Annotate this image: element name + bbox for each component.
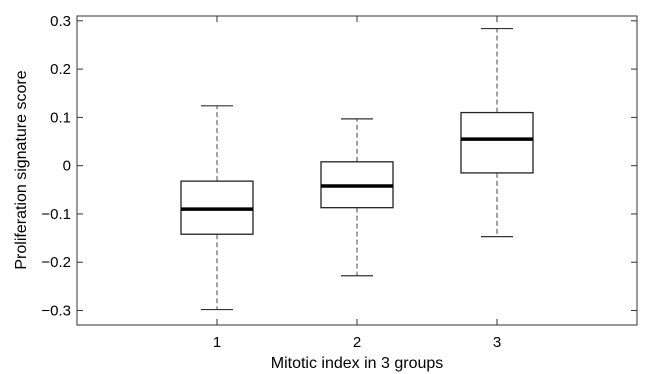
y-tick-label: −0.3: [41, 303, 71, 320]
x-tick-label: 2: [353, 334, 361, 351]
x-tick-label: 3: [493, 334, 501, 351]
y-axis: −0.3 −0.2 −0.1 0 0.1 0.2 0.3: [41, 13, 637, 320]
y-tick-label: 0.1: [50, 109, 71, 126]
boxes-layer: [180, 27, 534, 311]
box-group-1: [180, 105, 254, 311]
y-tick-label: 0.3: [50, 13, 71, 30]
box-group-3: [460, 27, 534, 238]
box-group-2: [320, 118, 394, 277]
box-iqr: [460, 111, 534, 174]
y-axis-title: Proliferation signature score: [13, 70, 30, 269]
y-tick-label: 0: [63, 158, 71, 175]
y-tick-label: −0.1: [41, 206, 71, 223]
y-tick-label: 0.2: [50, 61, 71, 78]
x-axis: 1 2 3: [213, 16, 501, 351]
x-axis-title: Mitotic index in 3 groups: [271, 355, 444, 372]
y-tick-label: −0.2: [41, 254, 71, 271]
x-tick-label: 1: [213, 334, 221, 351]
